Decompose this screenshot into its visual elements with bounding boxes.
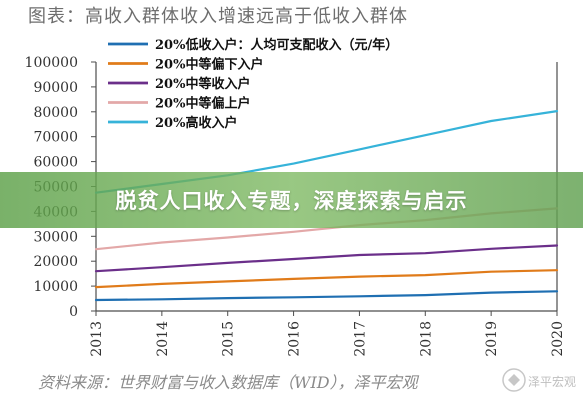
series-line-1 (94, 290, 559, 302)
y-tick-label: 60000 (33, 155, 78, 171)
legend-label: 20%中等偏上户 (155, 96, 250, 112)
legend-label: 20%中等收入户 (155, 76, 250, 92)
x-tick-label: 2017 (352, 321, 368, 357)
axes: 0100002000030000400005000060000700008000… (25, 55, 566, 357)
legend-label: 20%低收入户：人均可支配收入（元/年） (155, 37, 398, 53)
x-tick-label: 2018 (418, 321, 434, 357)
legend-label: 20%中等偏下入户 (155, 57, 263, 73)
y-tick-label: 90000 (33, 80, 78, 96)
y-tick-label: 10000 (33, 279, 78, 295)
watermark-text: 泽平宏观 (528, 374, 576, 389)
promo-banner: 脱贫人口收入专题，深度探索与启示 (0, 172, 583, 228)
x-tick-label: 2013 (89, 321, 105, 357)
legend: 20%低收入户：人均可支配收入（元/年） 20%中等偏下入户 20%中等收入户 20%… (108, 37, 398, 131)
x-tick-label: 2015 (221, 321, 237, 357)
banner-title: 脱贫人口收入专题，深度探索与启示 (115, 189, 468, 213)
series-line-3 (94, 244, 559, 273)
watermark-logo: 泽平宏观 (502, 368, 576, 392)
legend-label: 20%高收入户 (155, 115, 237, 131)
chart-title: 图表：高收入群体收入增速远高于低收入群体 (28, 6, 408, 27)
series-line-2 (94, 269, 559, 289)
x-tick-label: 2016 (287, 321, 303, 357)
y-tick-label: 20000 (33, 254, 78, 270)
x-tick-label: 2019 (484, 321, 500, 357)
y-tick-label: 100000 (25, 55, 78, 71)
source-note: 资料来源：世界财富与收入数据库（WID），泽平宏观 (38, 373, 418, 392)
x-tick-label: 2020 (550, 321, 566, 357)
y-tick-label: 70000 (33, 130, 78, 146)
y-tick-label: 0 (69, 304, 78, 320)
y-tick-label: 30000 (33, 229, 78, 245)
x-tick-label: 2014 (155, 321, 171, 357)
y-tick-label: 80000 (33, 105, 78, 121)
